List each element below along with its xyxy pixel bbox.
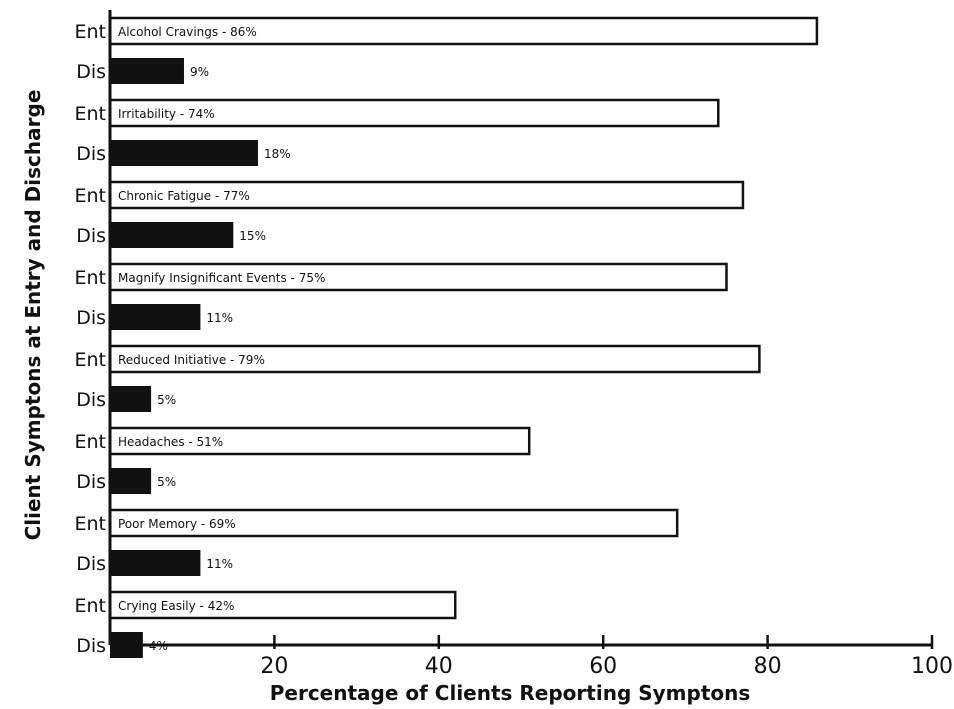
discharge-bar-label: 11% (206, 311, 233, 325)
discharge-row-label: Dis (76, 389, 106, 411)
x-axis: 20 40 60 80 100 (108, 10, 953, 679)
discharge-bar (110, 304, 201, 330)
x-tick-label: 80 (754, 654, 782, 679)
entry-row-label: Ent (75, 595, 107, 617)
entry-row-label: Ent (75, 267, 107, 289)
discharge-bar-label: 5% (157, 475, 176, 489)
discharge-row-label: Dis (76, 225, 106, 247)
entry-row-label: Ent (75, 513, 107, 535)
discharge-bar (110, 386, 152, 412)
y-axis-title: Client Symptons at Entry and Discharge (21, 90, 45, 541)
discharge-row-label: Dis (76, 553, 106, 575)
x-tick-label: 60 (589, 654, 617, 679)
discharge-bar-label: 18% (264, 147, 291, 161)
x-tick-label: 40 (425, 654, 453, 679)
x-axis-title: Percentage of Clients Reporting Symptons (270, 681, 751, 705)
discharge-bar-label: 15% (239, 229, 266, 243)
entry-bar (108, 262, 728, 292)
entry-row-label: Ent (75, 349, 107, 371)
entry-row-label: Ent (75, 431, 107, 453)
bars-group: Ent Dis Alcohol Cravings - 86% 9% Ent Dis Irri… (75, 16, 819, 658)
entry-bar (108, 98, 720, 128)
entry-bar (108, 344, 761, 374)
discharge-bar (110, 222, 234, 248)
entry-bar-label: Irritability - 74% (118, 107, 215, 121)
discharge-row-label: Dis (76, 471, 106, 493)
entry-bar-label: Reduced Initiative - 79% (118, 353, 265, 367)
discharge-row-label: Dis (76, 307, 106, 329)
discharge-bar (110, 140, 258, 166)
entry-bar-label: Headaches - 51% (118, 435, 223, 449)
entry-bar-label: Magnify Insignificant Events - 75% (118, 271, 325, 285)
x-tick-label: 100 (911, 654, 953, 679)
entry-bar-label: Poor Memory - 69% (118, 517, 236, 531)
discharge-bar (110, 550, 201, 576)
discharge-row-label: Dis (76, 61, 106, 83)
discharge-bar-label: 9% (190, 65, 209, 79)
entry-bar-label: Alcohol Cravings - 86% (118, 25, 257, 39)
discharge-row-label: Dis (76, 635, 106, 657)
discharge-bar-label: 11% (206, 557, 233, 571)
entry-row-label: Ent (75, 103, 107, 125)
entry-bar-label: Crying Easily - 42% (118, 599, 234, 613)
entry-row-label: Ent (75, 185, 107, 207)
entry-bar-label: Chronic Fatigue - 77% (118, 189, 250, 203)
entry-row-label: Ent (75, 21, 107, 43)
x-tick-label: 20 (260, 654, 288, 679)
discharge-bar (110, 58, 184, 84)
discharge-bar-label: 5% (157, 393, 176, 407)
discharge-bar (110, 468, 152, 494)
entry-bar (108, 508, 679, 538)
discharge-row-label: Dis (76, 143, 106, 165)
entry-bar (108, 180, 745, 210)
